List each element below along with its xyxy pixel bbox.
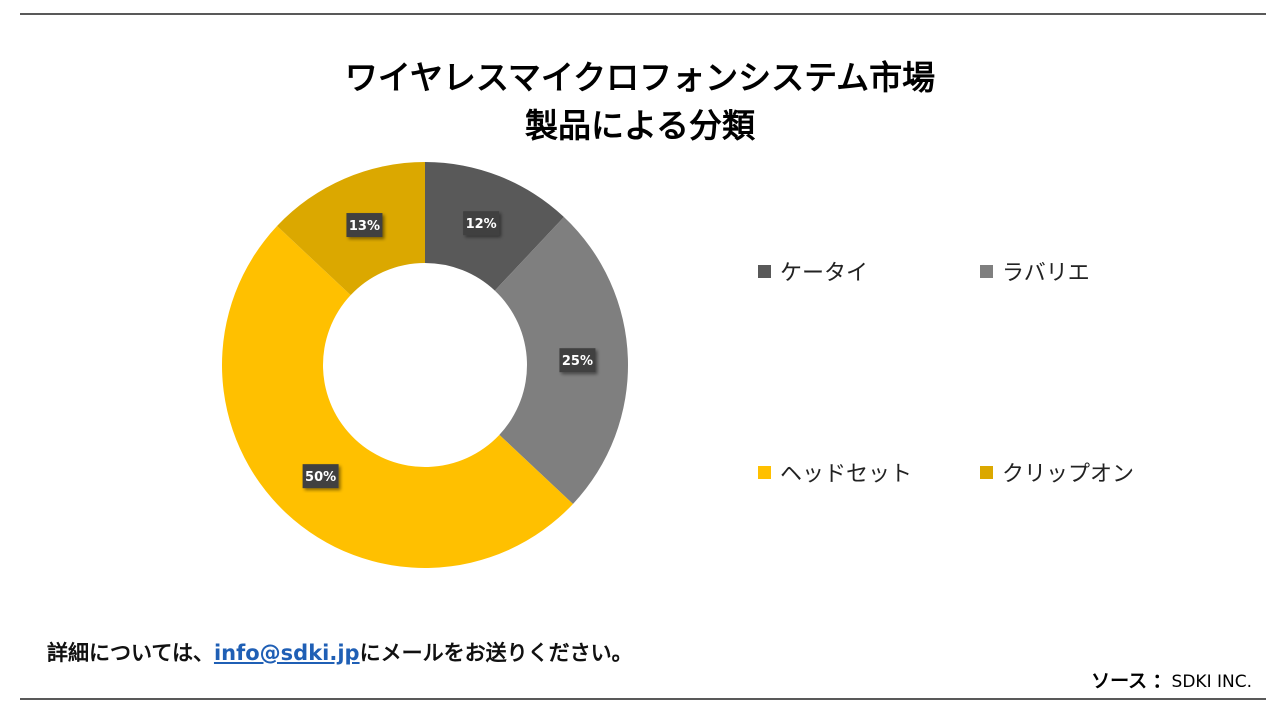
source-value: SDKI INC.	[1171, 672, 1252, 692]
data-label-text: 25%	[562, 354, 593, 369]
data-label-text: 50%	[305, 470, 336, 485]
legend-item-lavalier: ラバリエ	[980, 255, 1090, 287]
data-label-keitai: 12%	[463, 211, 500, 236]
source-label: ソース	[1091, 670, 1148, 692]
legend-swatch	[758, 465, 771, 479]
email-link[interactable]: info@sdki.jp	[213, 641, 360, 665]
legend-item-headset: ヘッドセット	[758, 456, 912, 488]
donut-chart: 12% 25% 50% 13%	[222, 162, 629, 568]
data-label-text: 13%	[349, 219, 380, 234]
legend-item-keitai: ケータイ	[758, 255, 868, 287]
legend-label: クリップオン	[1002, 462, 1135, 487]
source-credit: ソース ：SDKI INC.	[1091, 666, 1252, 693]
legend-swatch	[758, 264, 771, 278]
data-label-box	[302, 464, 339, 489]
data-label-lavalier: 25%	[559, 348, 596, 373]
top-divider	[20, 13, 1266, 15]
data-label-box	[346, 213, 383, 238]
data-label-clip-on: 13%	[346, 213, 383, 238]
contact-prefix: 詳細については、	[47, 641, 214, 665]
data-label-box	[559, 348, 596, 373]
legend-label: ケータイ	[780, 261, 869, 286]
chart-subtitle: 製品による分類	[524, 106, 755, 145]
legend-item-clip-on: クリップオン	[980, 456, 1134, 488]
contact-suffix: にメールをお送りください。	[359, 641, 633, 665]
contact-note: 詳細については、info@sdki.jpにメールをお送りください。	[47, 637, 633, 667]
legend-label: ヘッドセット	[780, 462, 913, 487]
chart-title: ワイヤレスマイクロフォンシステム市場	[344, 58, 936, 97]
data-label-text: 12%	[466, 217, 497, 232]
source-separator: ：	[1152, 670, 1172, 692]
data-label-box	[463, 211, 500, 236]
legend-label: ラバリエ	[1002, 261, 1090, 286]
legend-swatch	[980, 264, 993, 278]
data-label-headset: 50%	[302, 464, 339, 489]
legend-swatch	[980, 465, 993, 479]
bottom-divider	[20, 698, 1266, 700]
